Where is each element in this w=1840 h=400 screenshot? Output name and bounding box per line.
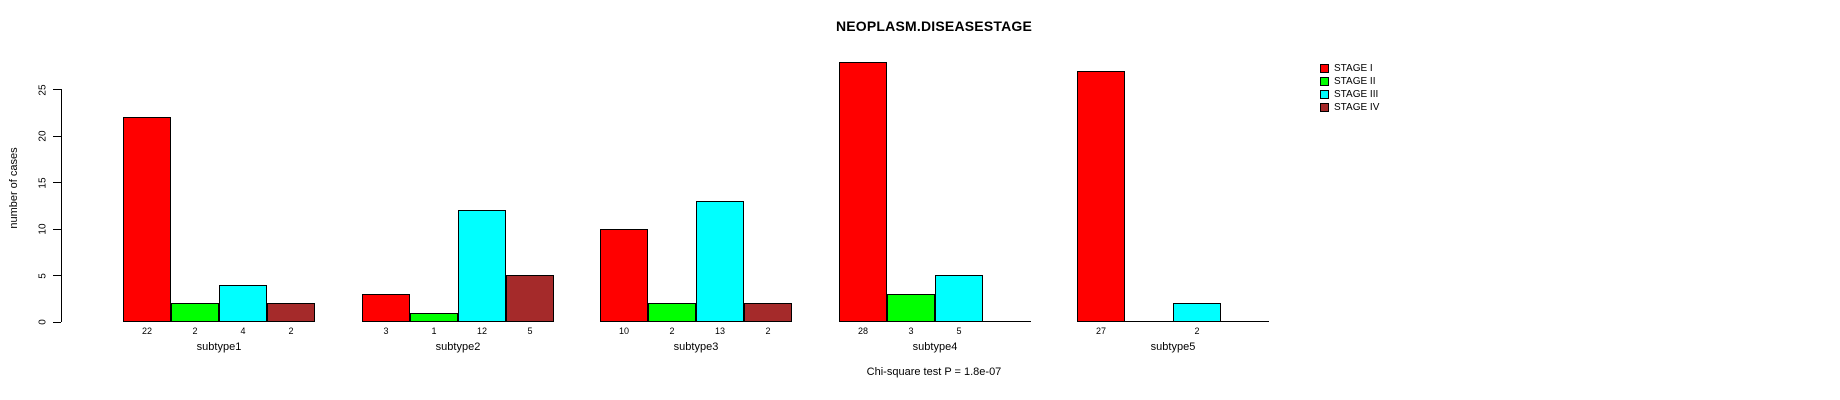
y-tick-label: 0 xyxy=(37,319,49,325)
bar-subtype1-stage-i xyxy=(123,117,171,322)
chart-title: NEOPLASM.DISEASESTAGE xyxy=(835,18,1033,34)
legend-swatch-stage-ii xyxy=(1320,77,1329,86)
legend-label: STAGE IV xyxy=(1334,102,1380,113)
legend-row: STAGE IV xyxy=(1320,101,1379,114)
bar-subtype3-stage-iv xyxy=(744,303,792,322)
legend-row: STAGE II xyxy=(1320,75,1379,88)
bar-subtype2-stage-iv xyxy=(506,275,554,322)
bar-subtype2-stage-i xyxy=(362,294,410,322)
bar-subtype1-stage-ii xyxy=(171,303,219,322)
y-tick-mark xyxy=(53,228,61,230)
legend-swatch-stage-iii xyxy=(1320,90,1329,99)
bar-value-label: 10 xyxy=(618,326,629,336)
y-tick-label: 5 xyxy=(37,272,49,279)
zero-bar-baseline xyxy=(983,321,1031,322)
y-tick-mark xyxy=(53,321,61,323)
bar-value-label: 2 xyxy=(192,326,198,336)
category-label-subtype3: subtype3 xyxy=(673,341,719,353)
bar-value-label: 2 xyxy=(1194,326,1200,336)
bar-subtype4-stage-ii xyxy=(887,294,935,322)
bar-subtype3-stage-iii xyxy=(696,201,744,322)
bar-value-label: 12 xyxy=(476,326,487,336)
zero-bar-baseline xyxy=(1221,321,1269,322)
legend: STAGE I STAGE II STAGE III STAGE IV xyxy=(1320,62,1379,114)
legend-label: STAGE I xyxy=(1334,63,1373,74)
y-tick-label: 20 xyxy=(37,130,49,142)
bar-value-label: 1 xyxy=(431,326,437,336)
bar-subtype4-stage-i xyxy=(839,62,887,322)
y-axis-line xyxy=(61,89,62,322)
category-label-subtype1: subtype1 xyxy=(196,341,242,353)
y-tick-mark xyxy=(53,89,61,90)
y-tick-mark xyxy=(53,275,61,276)
legend-row: STAGE I xyxy=(1320,62,1379,75)
bar-subtype3-stage-ii xyxy=(648,303,696,322)
zero-bar-baseline xyxy=(1125,321,1173,322)
y-tick-label: 10 xyxy=(37,223,49,235)
bar-subtype1-stage-iv xyxy=(267,303,315,322)
bar-value-label: 28 xyxy=(857,326,868,336)
bar-value-label: 3 xyxy=(383,326,389,336)
y-axis-label: number of cases xyxy=(8,147,20,229)
bar-value-label: 3 xyxy=(908,326,914,336)
y-tick-mark xyxy=(53,135,61,137)
bar-subtype5-stage-i xyxy=(1077,71,1125,322)
y-tick-mark xyxy=(53,182,61,183)
bar-subtype5-stage-iii xyxy=(1173,303,1221,322)
bar-value-label: 4 xyxy=(240,326,246,336)
y-tick-label: 25 xyxy=(37,83,49,96)
bar-value-label: 13 xyxy=(714,326,725,336)
bar-value-label: 22 xyxy=(141,326,152,336)
legend-swatch-stage-i xyxy=(1320,64,1329,73)
bar-value-label: 2 xyxy=(765,326,771,336)
y-tick-label: 15 xyxy=(37,176,49,189)
bar-value-label: 5 xyxy=(956,326,962,336)
bar-subtype3-stage-i xyxy=(600,229,648,322)
bar-subtype2-stage-iii xyxy=(458,210,506,322)
bar-subtype2-stage-ii xyxy=(410,313,458,322)
bar-value-label: 2 xyxy=(288,326,294,336)
legend-label: STAGE III xyxy=(1334,89,1379,100)
bar-subtype4-stage-iii xyxy=(935,275,983,322)
category-label-subtype5: subtype5 xyxy=(1150,341,1196,353)
bar-value-label: 27 xyxy=(1095,326,1106,336)
bar-value-label: 2 xyxy=(669,326,675,336)
legend-label: STAGE II xyxy=(1334,76,1376,87)
chi-square-annotation: Chi-square test P = 1.8e-07 xyxy=(866,366,1002,378)
legend-swatch-stage-iv xyxy=(1320,103,1329,112)
category-label-subtype4: subtype4 xyxy=(912,341,958,353)
category-label-subtype2: subtype2 xyxy=(435,341,481,353)
legend-row: STAGE III xyxy=(1320,88,1379,101)
bar-subtype1-stage-iii xyxy=(219,285,267,322)
bar-value-label: 5 xyxy=(527,326,533,336)
